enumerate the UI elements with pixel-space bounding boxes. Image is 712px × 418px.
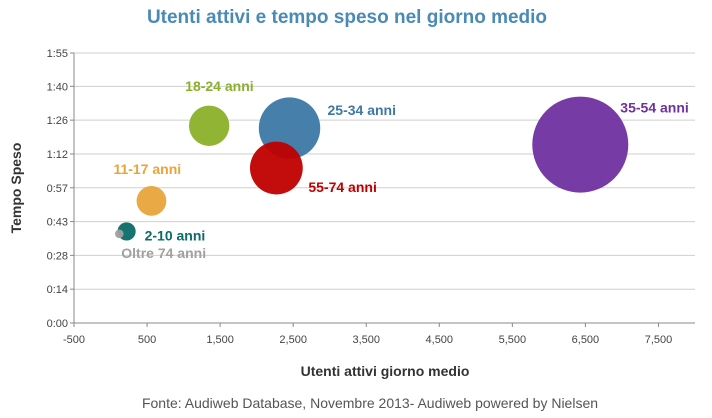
bubble-label: 11-17 anni <box>113 161 181 177</box>
bubble-label: 55-74 anni <box>308 179 376 195</box>
x-tick-labels: -500 500 1,500 2,500 3,500 4,500 5,500 6,500 7,5… <box>63 334 672 346</box>
y-tick-label: 0:00 <box>47 318 68 330</box>
bubble-35-54-anni <box>532 96 629 193</box>
chart-title: Utenti attivi e tempo speso nel giorno m… <box>147 7 547 28</box>
bubble-label: 35-54 anni <box>620 100 688 116</box>
bubble-oltre-74-anni <box>114 229 124 239</box>
y-tick-label: 1:26 <box>47 115 68 127</box>
x-tick-label: 4,500 <box>426 334 454 346</box>
y-tick-label: 1:12 <box>47 149 68 161</box>
bubble-label: Oltre 74 anni <box>121 245 206 261</box>
source-note: Fonte: Audiweb Database, Novembre 2013- … <box>142 395 598 411</box>
x-tick-label: 2,500 <box>279 334 307 346</box>
y-tick-label: 0:14 <box>47 284 68 296</box>
y-axis-title: Tempo Speso <box>8 143 24 234</box>
bubble-55-74-anni <box>249 141 303 195</box>
bubble-label: 18-24 anni <box>185 78 253 94</box>
bubble-label: 25-34 anni <box>328 102 396 118</box>
x-tick-label: 5,500 <box>499 334 527 346</box>
y-tick-label: 1:40 <box>47 81 68 93</box>
grid <box>74 52 695 290</box>
x-tick-label: 6,500 <box>572 334 600 346</box>
x-tick-label: 3,500 <box>352 334 380 346</box>
axes <box>70 52 695 327</box>
y-tick-label: 0:28 <box>47 250 68 262</box>
x-tick-label: -500 <box>63 334 85 346</box>
bubble-18-24-anni <box>188 105 230 146</box>
y-tick-label: 1:55 <box>47 48 68 60</box>
bubbles <box>114 96 629 241</box>
bubble-label: 2-10 anni <box>145 227 206 243</box>
x-axis-title: Utenti attivi giorno medio <box>301 363 470 379</box>
x-tick-label: 1,500 <box>206 334 234 346</box>
x-tick-label: 7,500 <box>645 334 673 346</box>
bubble-labels: 2-10 anni Oltre 74 anni 11-17 anni 18-24 an… <box>113 78 688 261</box>
y-tick-label: 0:57 <box>47 183 68 195</box>
x-tick-label: 500 <box>138 334 156 346</box>
y-tick-label: 0:43 <box>47 217 68 229</box>
y-tick-labels: 0:00 0:14 0:28 0:43 0:57 1:12 1:26 1:40 1:55 <box>47 48 68 330</box>
bubble-11-17-anni <box>136 186 167 216</box>
